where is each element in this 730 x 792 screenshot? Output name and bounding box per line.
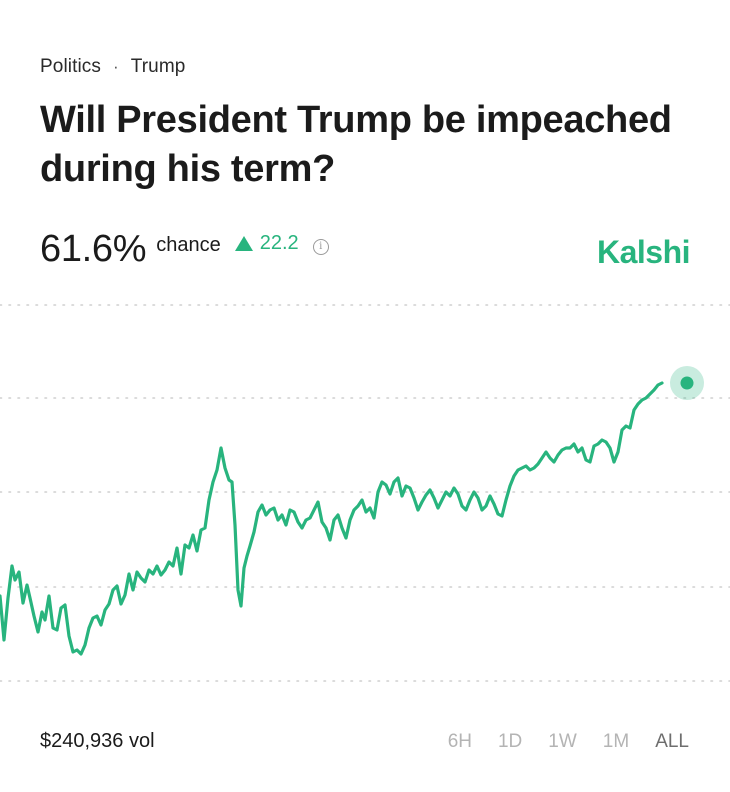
breadcrumb: Politics · Trump (40, 56, 185, 78)
change-value: 22.2 (259, 232, 299, 254)
breadcrumb-separator: · (112, 57, 119, 76)
range-6h-button[interactable]: 6H (435, 731, 485, 753)
range-1d-button[interactable]: 1D (485, 731, 535, 753)
price-chart[interactable] (0, 290, 730, 700)
chart-gridlines (0, 304, 730, 682)
range-1m-button[interactable]: 1M (590, 731, 642, 753)
market-title: Will President Trump be impeached during… (40, 99, 672, 190)
time-range-selector: 6H 1D 1W 1M ALL (435, 731, 702, 753)
info-icon[interactable]: i (312, 239, 329, 255)
range-1w-button[interactable]: 1W (535, 731, 590, 753)
breadcrumb-category[interactable]: Politics (40, 56, 101, 77)
market-stats: 61.6% chance 22.2 i (40, 228, 329, 271)
change-indicator: 22.2 (234, 232, 299, 255)
probability-label: chance (156, 234, 221, 256)
chart-footer: $240,936 vol 6H 1D 1W 1M ALL (40, 730, 702, 753)
breadcrumb-subcategory[interactable]: Trump (130, 56, 186, 77)
range-all-button[interactable]: ALL (642, 731, 702, 753)
price-line (0, 381, 664, 656)
current-point-marker (680, 376, 694, 390)
volume-label: $240,936 vol (40, 730, 155, 752)
probability-value: 61.6% (40, 228, 147, 270)
up-triangle-icon (234, 236, 253, 251)
kalshi-logo: Kalshi (596, 234, 691, 270)
